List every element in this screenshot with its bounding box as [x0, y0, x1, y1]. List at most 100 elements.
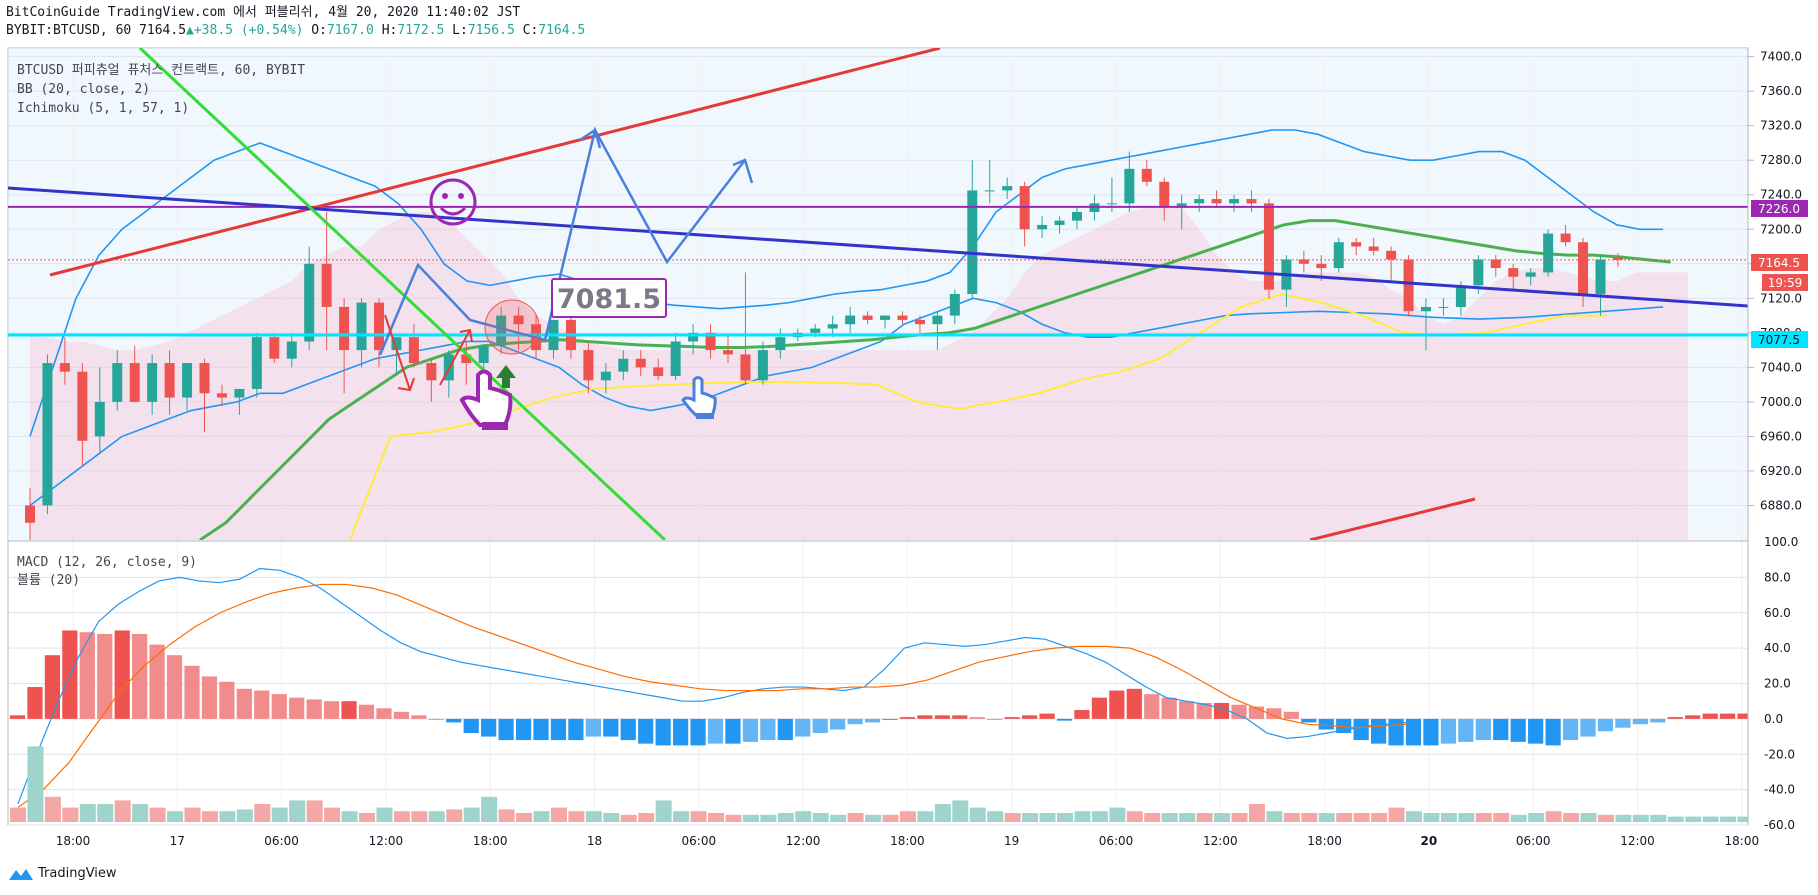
purple-level-tag: 7226.0: [1758, 202, 1800, 216]
pointing-hand-small-icon[interactable]: [681, 376, 717, 420]
macd-tick-label: 60.0: [1764, 606, 1791, 620]
annotation-box[interactable]: [551, 278, 667, 318]
volume-bar: [97, 804, 114, 822]
volume-bar: [79, 804, 96, 822]
arrow-up-icon[interactable]: [496, 365, 516, 388]
candle-up: [670, 341, 681, 376]
macd-histogram-bar: [1423, 718, 1439, 746]
bb-legend: BB (20, close, 2): [17, 82, 150, 97]
candle-up: [286, 341, 297, 359]
macd-histogram-bar: [44, 655, 60, 719]
tradingview-logo-icon: [9, 868, 33, 880]
candle-up: [949, 294, 960, 316]
volume-bar: [708, 813, 724, 822]
candle-down: [339, 306, 350, 351]
macd-histogram-bar: [1720, 713, 1736, 719]
volume-bar: [847, 813, 864, 822]
macd-histogram-bar: [1039, 713, 1055, 719]
price-tick-label: 7040.0: [1760, 360, 1802, 374]
volume-bar: [1301, 813, 1318, 822]
macd-histogram-bar: [603, 718, 619, 737]
volume-bar: [1039, 813, 1056, 822]
candle-up: [234, 388, 245, 398]
volume-bar: [917, 811, 934, 822]
candle-up: [1595, 259, 1606, 294]
macd-histogram-bar: [1353, 718, 1369, 741]
drawings[interactable]: 7081.5: [429, 178, 717, 431]
time-tick-label: 06:00: [1099, 834, 1134, 848]
tradingview-footer[interactable]: TradingView: [8, 866, 117, 881]
candle-up: [356, 302, 367, 351]
bb-upper-line: [29, 129, 1663, 437]
candle-up: [775, 337, 786, 351]
macd-histogram-bar: [1580, 718, 1596, 737]
candle-up: [251, 337, 262, 389]
volume-bar: [306, 800, 323, 822]
price-tags: 7226.0 7164.5 19:59 7077.5: [1751, 200, 1808, 348]
candle-down: [1403, 259, 1414, 312]
candle-up: [94, 401, 105, 437]
candle-down: [513, 315, 524, 325]
publish-line: BitCoinGuide TradingView.com 에서 퍼블리쉬, 4월…: [6, 5, 521, 20]
ichimoku-cloud: [30, 207, 1688, 540]
volume-bar: [830, 814, 847, 822]
volume-bar: [359, 813, 375, 822]
candle-up: [1106, 203, 1117, 205]
macd-histogram-bar: [428, 718, 444, 720]
candle-up: [1176, 203, 1187, 208]
macd-volume-pane[interactable]: [9, 567, 1754, 822]
candle-down: [408, 337, 419, 364]
macd-tick-label: 80.0: [1764, 570, 1791, 584]
candle-down: [1211, 199, 1222, 204]
candle-down: [740, 354, 751, 381]
volume-bar: [1615, 814, 1632, 822]
macd-histogram-bar: [655, 718, 671, 746]
volume-bar: [324, 807, 341, 822]
macd-histogram-bar: [1510, 718, 1526, 742]
price-axis[interactable]: 7400.07360.07320.07280.07240.07200.07160…: [1748, 50, 1802, 832]
candle-up: [1194, 199, 1205, 204]
volume-bar: [760, 814, 777, 822]
volume-bar: [498, 809, 515, 822]
candle-down: [374, 302, 384, 351]
candle-up: [496, 315, 507, 346]
volume-bar: [1196, 813, 1213, 822]
time-axis[interactable]: 18:00 17 06:00 12:00 18:00 18 06:00 12:00 18:00 1…: [56, 834, 1759, 848]
volume-bar: [1144, 813, 1161, 822]
volume-bar: [1126, 811, 1143, 822]
candle-up: [1037, 224, 1048, 230]
candle-up: [42, 363, 53, 506]
volume-bar: [201, 811, 218, 822]
macd-histogram-bar: [1371, 718, 1387, 744]
macd-histogram-bar: [987, 718, 1003, 720]
volume-bar: [62, 807, 79, 822]
candle-down: [914, 319, 925, 325]
price-pane[interactable]: [8, 48, 1748, 540]
volume-bar: [446, 809, 463, 822]
macd-histogram-bar: [673, 718, 689, 746]
volume-bar: [411, 811, 428, 822]
macd-histogram-bar: [1126, 688, 1142, 719]
volume-bar: [1406, 811, 1422, 822]
open-label: O:: [311, 23, 327, 38]
cyan-level-tag: 7077.5: [1758, 333, 1800, 347]
candle-down: [59, 363, 70, 372]
volume-bar: [1667, 816, 1684, 822]
macd-histogram-bar: [515, 718, 532, 741]
macd-histogram-bar: [376, 708, 392, 719]
candle-down: [426, 363, 437, 381]
volume-bar: [167, 811, 184, 822]
candle-down: [1368, 246, 1379, 251]
pointing-hand-icon[interactable]: [459, 369, 513, 431]
macd-histogram-bar: [707, 718, 724, 744]
descending-trendline: [8, 186, 1748, 308]
macd-histogram-bar: [498, 718, 514, 741]
macd-histogram-bar: [1109, 690, 1125, 719]
change-label: +38.5 (+0.54%): [193, 23, 304, 38]
highlight-circle[interactable]: [484, 299, 540, 355]
price-tick-label: 7360.0: [1760, 84, 1802, 98]
macd-histogram-bar: [1231, 704, 1247, 719]
cyan-level-tag-bg: [1751, 331, 1808, 348]
smiley-icon[interactable]: [429, 178, 477, 226]
